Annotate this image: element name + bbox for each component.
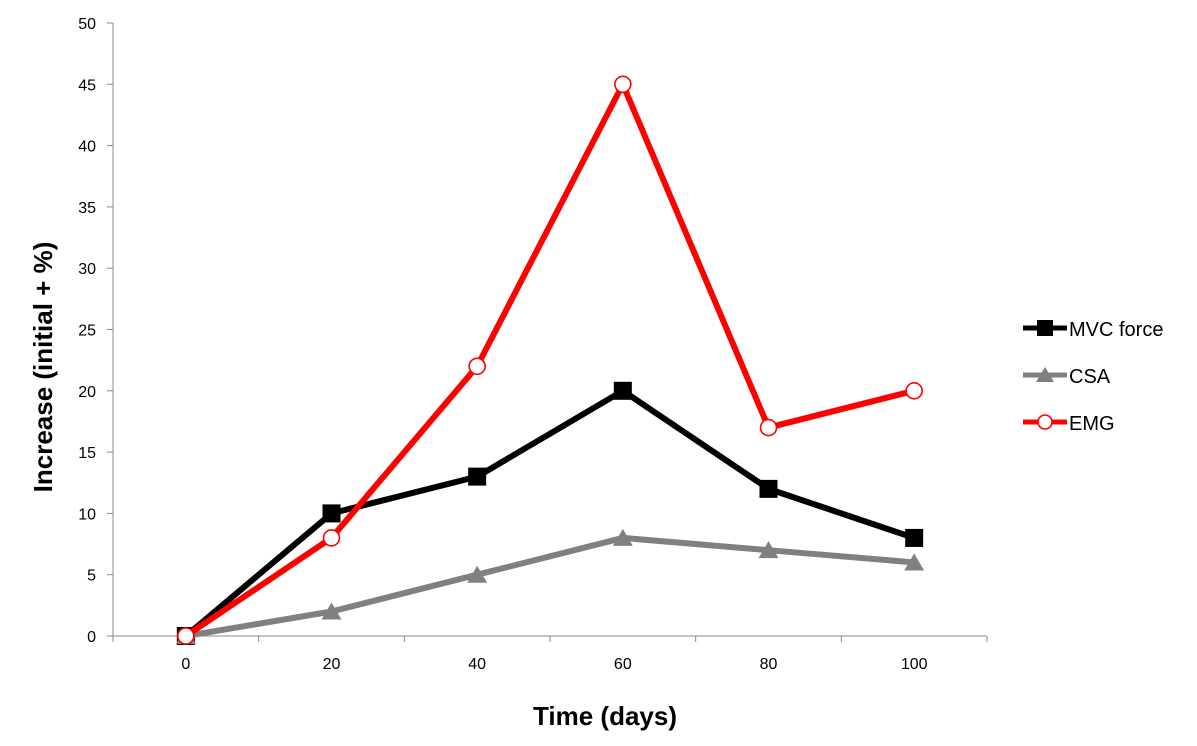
axes: [112, 23, 987, 637]
x-tick-label: 0: [181, 656, 190, 673]
data-point-csa: [904, 553, 925, 571]
legend-marker: [1036, 367, 1054, 382]
y-tick-label: 20: [78, 384, 96, 401]
y-tick-label: 10: [78, 506, 96, 523]
y-tick-label: 0: [87, 629, 96, 646]
legend-label: EMG: [1069, 413, 1115, 435]
x-tick-label: 20: [323, 656, 341, 673]
legend: MVC force CSA EMG: [1023, 319, 1163, 435]
data-point-csa: [321, 602, 342, 620]
legend-item-emg: EMG: [1023, 413, 1115, 435]
x-tick-label: 100: [901, 656, 928, 673]
data-point-csa: [467, 565, 488, 583]
data-point-emg: [905, 381, 923, 400]
x-tick-label: 80: [760, 656, 778, 673]
y-axis-title: Increase (initial + %): [28, 242, 58, 493]
legend-item-mvc-force: MVC force: [1023, 319, 1163, 341]
x-axis-title: Time (days): [533, 701, 677, 731]
series-line-emg: [184, 81, 915, 639]
data-point-mvc-force: [322, 504, 341, 523]
x-tick-labels: 0 20 40 60 80 100: [112, 636, 988, 673]
y-tick-label: 40: [78, 139, 96, 156]
y-tick-label: 5: [87, 568, 96, 585]
data-point-csa: [758, 541, 779, 559]
legend-marker: [1037, 414, 1053, 430]
y-tick-label: 35: [78, 200, 96, 217]
legend-item-csa: CSA: [1023, 366, 1111, 388]
y-tick-label: 15: [78, 445, 96, 462]
y-tick-label: 45: [78, 77, 96, 94]
series-layer: [175, 75, 925, 645]
data-point-emg: [322, 529, 341, 547]
x-tick-label: 40: [468, 656, 486, 673]
legend-label: MVC force: [1069, 319, 1163, 341]
y-tick-label: 50: [78, 16, 96, 33]
series-line-mvc-force: [183, 387, 916, 639]
data-point-mvc-force: [613, 381, 632, 400]
y-tick-label: 30: [78, 261, 96, 278]
y-tick-labels: 0 5 10 15 20 25 30 35 40 45 50: [78, 16, 113, 646]
series-mvc-force: [176, 381, 924, 645]
data-point-emg: [614, 75, 632, 94]
data-point-emg: [468, 357, 486, 376]
data-point-emg: [177, 627, 195, 645]
data-point-mvc-force: [468, 467, 487, 486]
y-tick-label: 25: [78, 323, 96, 340]
data-point-mvc-force: [759, 479, 778, 498]
series-line-csa: [185, 534, 915, 639]
x-tick-label: 60: [614, 656, 632, 673]
legend-label: CSA: [1069, 366, 1111, 388]
data-point-csa: [612, 528, 633, 546]
data-point-mvc-force: [905, 528, 924, 547]
data-point-emg: [759, 418, 778, 437]
legend-marker: [1037, 320, 1053, 336]
series-emg: [177, 75, 923, 645]
